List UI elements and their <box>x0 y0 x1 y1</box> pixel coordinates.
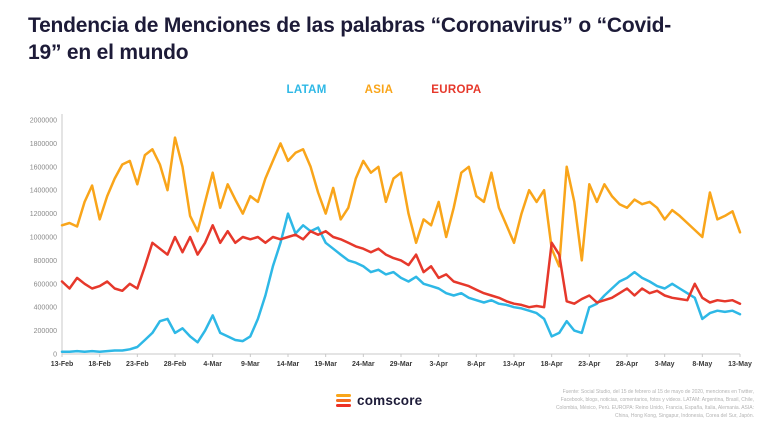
svg-text:24-Mar: 24-Mar <box>352 361 375 368</box>
svg-text:13-Apr: 13-Apr <box>503 361 525 368</box>
svg-text:2000000: 2000000 <box>30 118 57 125</box>
svg-text:23-Apr: 23-Apr <box>578 361 600 368</box>
legend-label-asia: ASIA <box>364 84 394 96</box>
svg-text:29-Mar: 29-Mar <box>390 361 413 368</box>
source-line: China, Hong Kong, Singapur, Indonesia, C… <box>615 413 754 419</box>
svg-text:23-Feb: 23-Feb <box>126 361 149 368</box>
svg-text:8-May: 8-May <box>692 361 712 368</box>
svg-text:4-Mar: 4-Mar <box>203 361 222 368</box>
svg-text:18-Apr: 18-Apr <box>541 361 563 368</box>
page-title: Tendencia de Menciones de las palabras “… <box>28 14 672 65</box>
svg-text:9-Mar: 9-Mar <box>241 361 260 368</box>
svg-text:8-Apr: 8-Apr <box>467 361 486 368</box>
comscore-logo-icon <box>336 393 351 408</box>
svg-text:400000: 400000 <box>34 305 57 312</box>
svg-text:600000: 600000 <box>34 281 57 288</box>
svg-text:19-Mar: 19-Mar <box>314 361 337 368</box>
comscore-logo-text: comscore <box>357 393 423 408</box>
svg-text:1000000: 1000000 <box>30 235 57 242</box>
svg-text:13-Feb: 13-Feb <box>51 361 74 368</box>
svg-text:1800000: 1800000 <box>30 141 57 148</box>
svg-text:3-Apr: 3-Apr <box>430 361 449 368</box>
svg-text:14-Mar: 14-Mar <box>277 361 300 368</box>
source-line: Fuente: Social Studio, del 15 de febrero… <box>562 389 754 395</box>
comscore-logo: comscore <box>336 393 422 408</box>
legend-label-latam: LATAM <box>286 84 327 96</box>
svg-text:1600000: 1600000 <box>30 164 57 171</box>
svg-text:800000: 800000 <box>34 258 57 265</box>
chart-legend: LATAM ASIA EUROPA <box>0 84 768 96</box>
svg-text:1200000: 1200000 <box>30 211 57 218</box>
source-line: Colombia, México, Perú. EUROPA: Reino Un… <box>555 405 754 411</box>
source-note: Fuente: Social Studio, del 15 de febrero… <box>494 388 754 420</box>
svg-text:28-Feb: 28-Feb <box>164 361 187 368</box>
legend-label-europa: EUROPA <box>431 84 482 96</box>
svg-text:0: 0 <box>53 352 57 359</box>
svg-text:13-May: 13-May <box>728 361 752 368</box>
svg-text:28-Apr: 28-Apr <box>616 361 638 368</box>
source-line: Facebook, blogs, noticias, comentarios, … <box>560 397 754 403</box>
line-chart: 0 200000 400000 600000 800000 1000000 1200000 1… <box>30 114 752 368</box>
svg-text:200000: 200000 <box>34 328 57 335</box>
svg-text:3-May: 3-May <box>655 361 675 368</box>
svg-text:18-Feb: 18-Feb <box>88 361 111 368</box>
svg-text:1400000: 1400000 <box>30 188 57 195</box>
